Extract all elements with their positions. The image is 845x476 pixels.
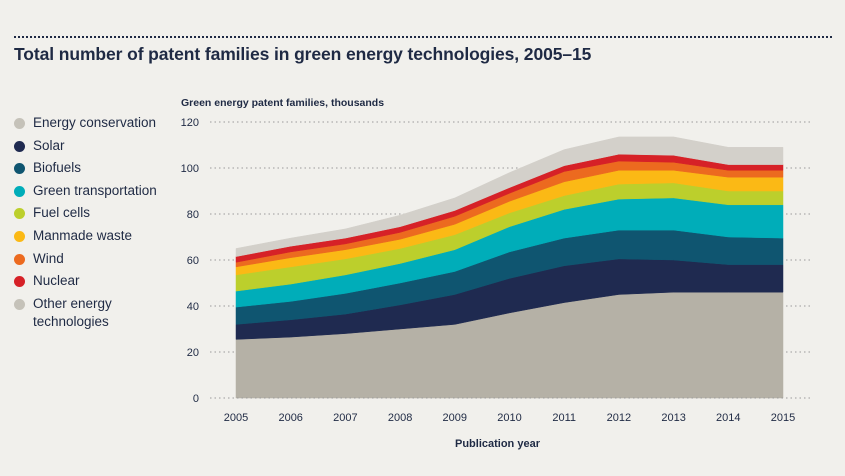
x-tick-label: 2012	[607, 412, 631, 424]
legend-swatch	[14, 208, 25, 220]
legend-item: Solar	[14, 137, 184, 155]
x-axis-label: Publication year	[455, 438, 540, 450]
legend-label: Biofuels	[33, 160, 82, 176]
legend-item: Fuel cells	[14, 204, 184, 222]
legend-label: Manmade waste	[33, 227, 133, 243]
y-tick-label: 60	[187, 255, 199, 267]
y-tick-label: 20	[187, 347, 199, 359]
x-tick-label: 2006	[278, 412, 302, 424]
y-tick-label: 40	[187, 301, 199, 313]
x-tick-label: 2007	[333, 412, 357, 424]
y-tick-label: 120	[181, 117, 199, 129]
legend-swatch	[14, 230, 25, 242]
legend-label: Fuel cells	[33, 205, 91, 221]
legend-item: Manmade waste	[14, 227, 184, 245]
series-area-other-energy-technologies	[235, 136, 784, 257]
legend-item: Energy conservation	[14, 114, 184, 132]
legend-item: Other energy technologies	[14, 295, 184, 331]
chart-title: Total number of patent families in green…	[14, 44, 592, 64]
legend-item: Green transportation	[14, 182, 184, 200]
y-tick-label: 0	[193, 393, 199, 405]
x-tick-label: 2013	[661, 412, 685, 424]
legend-swatch	[14, 140, 25, 152]
x-tick-label: 2014	[716, 412, 740, 424]
legend-label: Solar	[33, 137, 65, 153]
legend-swatch	[14, 118, 25, 129]
legend-label: Energy conservation	[33, 115, 157, 130]
legend-swatch	[14, 276, 25, 288]
x-tick-label: 2009	[443, 412, 467, 424]
y-axis-label: Green energy patent families, thousands	[181, 97, 385, 109]
top-divider	[14, 36, 832, 38]
legend-swatch	[14, 298, 25, 310]
legend-label: Nuclear	[33, 273, 80, 289]
x-tick-label: 2005	[224, 412, 248, 424]
legend-swatch	[14, 253, 25, 265]
x-tick-label: 2010	[497, 412, 521, 424]
legend: Energy conservation Solar Biofuels Green tr…	[14, 114, 184, 335]
y-tick-label: 100	[181, 163, 199, 175]
x-tick-label: 2011	[552, 412, 576, 424]
legend-item: Wind	[14, 250, 184, 268]
legend-label: Green transportation	[33, 182, 157, 198]
x-tick-label: 2015	[771, 412, 795, 424]
legend-label: Other energy technologies	[33, 295, 112, 329]
legend-label: Wind	[33, 250, 64, 266]
x-tick-label: 2008	[388, 412, 412, 424]
legend-item: Biofuels	[14, 159, 184, 177]
y-tick-label: 80	[187, 209, 199, 221]
legend-item: Nuclear	[14, 272, 184, 290]
legend-swatch	[14, 163, 25, 175]
legend-swatch	[14, 185, 25, 197]
